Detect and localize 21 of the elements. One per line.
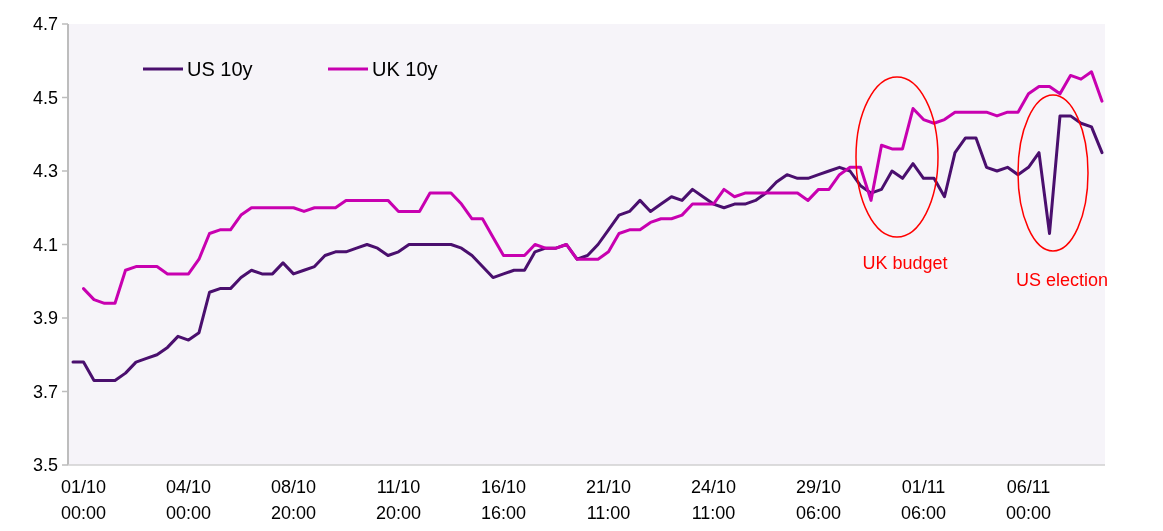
x-tick-label: 06/11 00:00 (1005, 477, 1052, 523)
x-tick-label: 08/10 20:00 (270, 477, 317, 523)
x-tick-label: 01/11 06:00 (900, 477, 947, 523)
x-tick-label: 11/10 20:00 (375, 477, 422, 523)
x-tick-label: 01/10 00:00 (60, 477, 107, 523)
y-tick-label: 4.1 (32, 234, 58, 255)
x-tick-label: 21/10 11:00 (585, 477, 632, 523)
legend-label: US 10y (187, 58, 253, 80)
y-tick-label: 3.5 (32, 455, 58, 476)
annotation: UK budget (862, 253, 948, 273)
x-tick-label: 24/10 11:00 (690, 477, 737, 523)
y-tick-label: 4.3 (32, 161, 58, 182)
x-tick-label: 29/10 06:00 (795, 477, 842, 523)
y-tick-label: 3.7 (32, 381, 58, 402)
y-tick-label: 3.9 (32, 308, 58, 329)
y-tick-label: 4.5 (32, 87, 58, 108)
x-tick-label: 16/10 16:00 (480, 477, 527, 523)
legend-label: UK 10y (372, 58, 438, 80)
annotation: US election (1015, 270, 1109, 290)
x-tick-label: 04/10 00:00 (165, 477, 212, 523)
y-tick-label: 4.7 (32, 14, 58, 35)
